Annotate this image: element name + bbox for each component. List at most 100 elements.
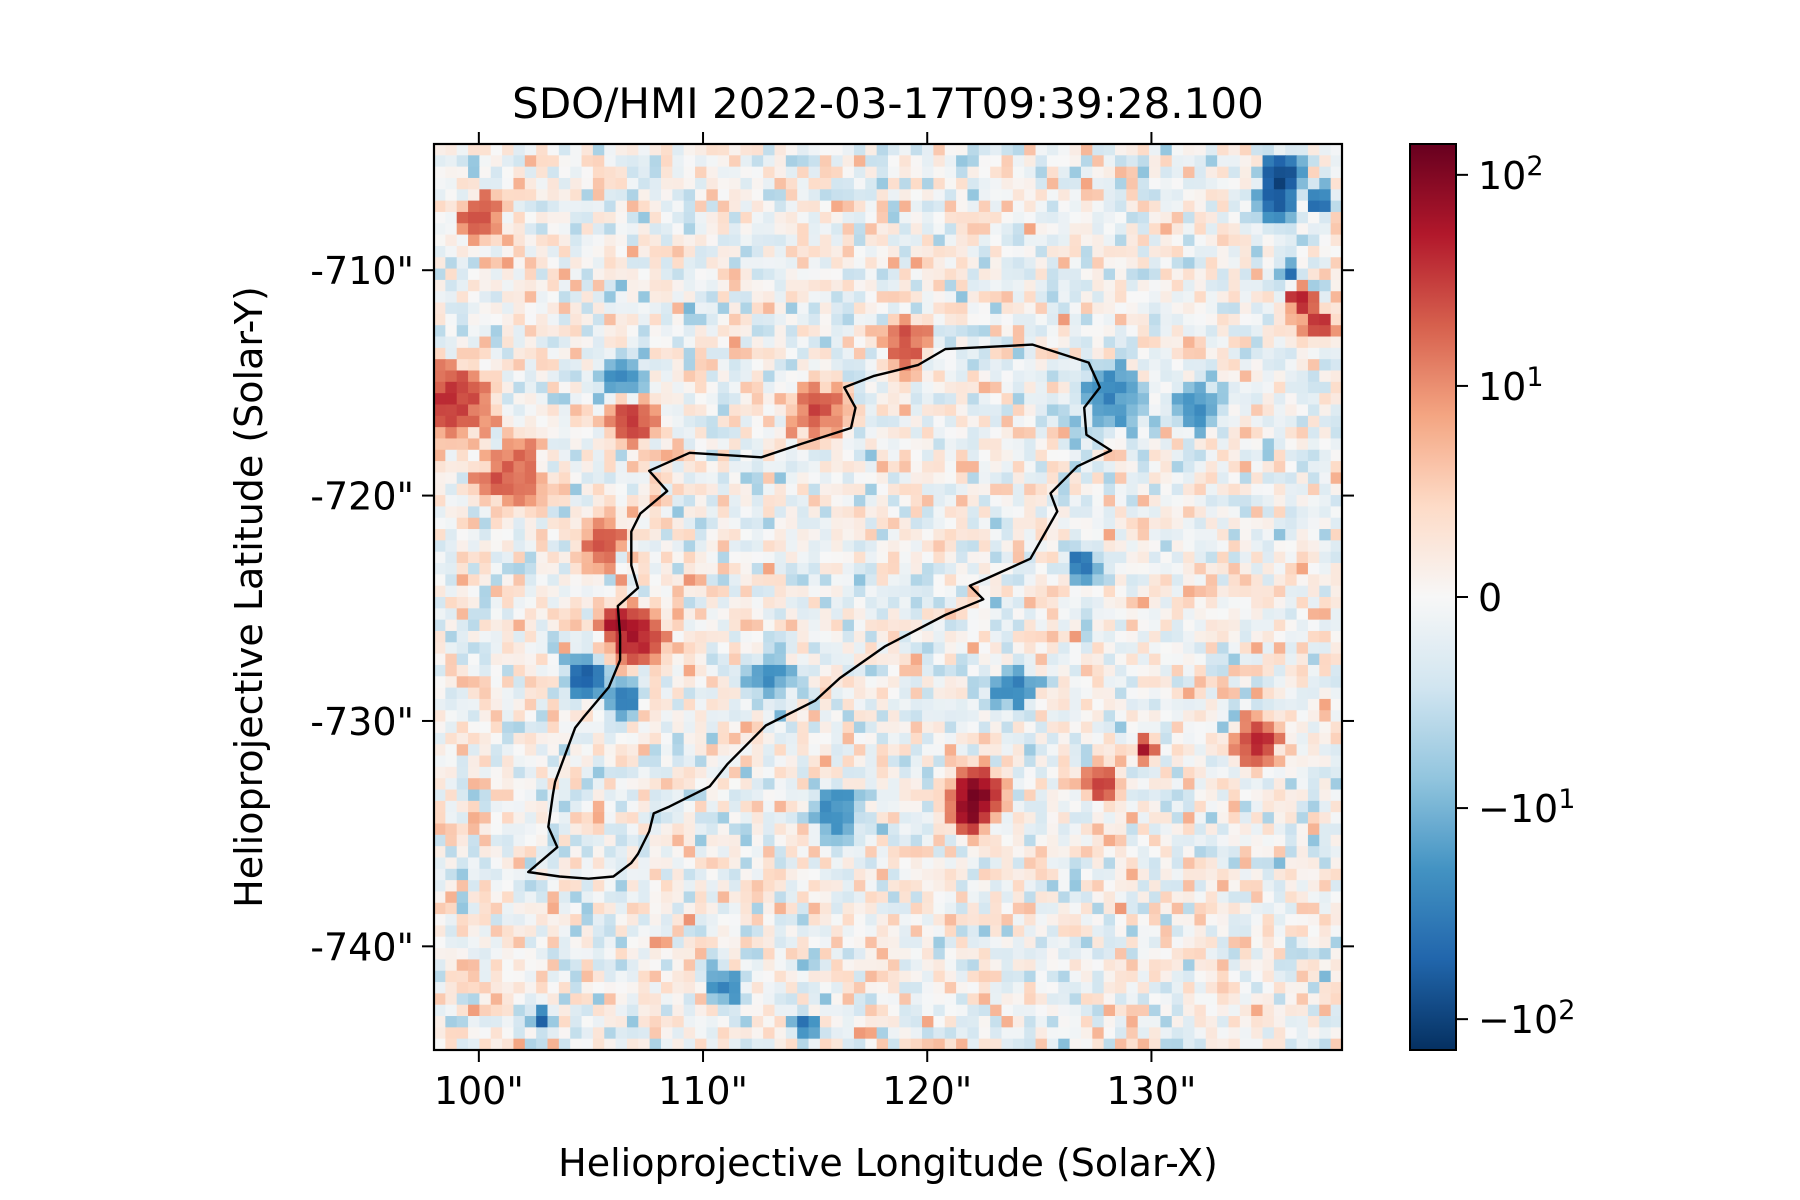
heatmap-cell bbox=[944, 687, 957, 700]
heatmap-cell bbox=[1080, 234, 1093, 247]
heatmap-cell bbox=[1273, 608, 1286, 621]
heatmap-cell bbox=[1046, 687, 1059, 700]
heatmap-cell bbox=[604, 268, 617, 281]
heatmap-cell bbox=[672, 393, 685, 406]
heatmap-cell bbox=[729, 313, 742, 326]
heatmap-cell bbox=[570, 517, 583, 530]
heatmap-cell bbox=[490, 200, 503, 213]
heatmap-cell bbox=[1307, 449, 1320, 462]
heatmap-cell bbox=[1273, 189, 1286, 202]
heatmap-cell bbox=[558, 698, 571, 711]
heatmap-cell bbox=[1149, 325, 1161, 338]
heatmap-cell bbox=[819, 721, 832, 734]
heatmap-cell bbox=[570, 166, 583, 179]
heatmap-cell bbox=[1228, 404, 1241, 417]
heatmap-cell bbox=[763, 540, 776, 553]
heatmap-cell bbox=[1228, 438, 1241, 451]
heatmap-cell bbox=[842, 789, 855, 802]
heatmap-cell bbox=[888, 608, 900, 621]
heatmap-cell bbox=[1183, 574, 1196, 587]
heatmap-cell bbox=[661, 200, 673, 213]
heatmap-cell bbox=[1080, 642, 1093, 655]
heatmap-cell bbox=[1228, 698, 1241, 711]
heatmap-cell bbox=[570, 144, 583, 156]
heatmap-cell bbox=[445, 834, 458, 847]
heatmap-cell bbox=[967, 313, 980, 326]
heatmap-cell bbox=[842, 144, 855, 156]
heatmap-cell bbox=[876, 676, 889, 689]
heatmap-cell bbox=[910, 325, 923, 338]
heatmap-cell bbox=[468, 313, 480, 326]
heatmap-cell bbox=[1092, 325, 1105, 338]
heatmap-cell bbox=[785, 551, 798, 564]
heatmap-cell bbox=[1183, 393, 1196, 406]
heatmap-cell bbox=[751, 619, 764, 632]
heatmap-cell bbox=[967, 710, 980, 723]
heatmap-cell bbox=[842, 257, 855, 270]
heatmap-cell bbox=[513, 393, 526, 406]
heatmap-cell bbox=[468, 744, 480, 757]
heatmap-cell bbox=[740, 800, 753, 813]
heatmap-cell bbox=[592, 653, 605, 666]
heatmap-cell bbox=[490, 778, 503, 791]
heatmap-cell bbox=[604, 370, 617, 383]
heatmap-cell bbox=[1080, 585, 1093, 598]
heatmap-cell bbox=[956, 189, 969, 202]
heatmap-cell bbox=[695, 472, 707, 485]
heatmap-cell bbox=[922, 597, 934, 609]
heatmap-cell bbox=[649, 268, 662, 281]
heatmap-cell bbox=[888, 653, 900, 666]
heatmap-cell bbox=[1296, 766, 1309, 779]
heatmap-cell bbox=[1137, 506, 1150, 519]
heatmap-cell bbox=[581, 483, 594, 496]
heatmap-cell bbox=[1262, 766, 1275, 779]
heatmap-cell bbox=[808, 336, 821, 349]
heatmap-cell bbox=[547, 778, 560, 791]
heatmap-cell bbox=[1171, 257, 1184, 270]
heatmap-cell bbox=[933, 698, 946, 711]
heatmap-cell bbox=[434, 257, 446, 270]
heatmap-cell bbox=[570, 245, 583, 258]
heatmap-cell bbox=[1183, 721, 1196, 734]
heatmap-cell bbox=[1103, 268, 1116, 281]
heatmap-cell bbox=[445, 642, 458, 655]
heatmap-cell bbox=[1307, 778, 1320, 791]
heatmap-cell bbox=[661, 495, 673, 507]
heatmap-cell bbox=[1080, 710, 1093, 723]
heatmap-cell bbox=[1228, 359, 1241, 372]
heatmap-cell bbox=[638, 472, 651, 485]
heatmap-cell bbox=[763, 800, 776, 813]
heatmap-cell bbox=[876, 370, 889, 383]
heatmap-cell bbox=[592, 268, 605, 281]
heatmap-cell bbox=[1217, 313, 1230, 326]
heatmap-cell bbox=[502, 438, 515, 451]
heatmap-cell bbox=[626, 812, 639, 825]
heatmap-cell bbox=[661, 732, 673, 745]
heatmap-cell bbox=[661, 381, 673, 394]
heatmap-cell bbox=[1012, 529, 1025, 541]
heatmap-cell bbox=[1058, 619, 1071, 632]
heatmap-cell bbox=[513, 517, 526, 530]
heatmap-cell bbox=[672, 211, 685, 224]
heatmap-cell bbox=[592, 359, 605, 372]
heatmap-cell bbox=[933, 291, 946, 304]
heatmap-cell bbox=[434, 336, 446, 349]
heatmap-cell bbox=[888, 302, 900, 315]
heatmap-cell bbox=[1080, 268, 1093, 281]
heatmap-cell bbox=[468, 529, 480, 541]
heatmap-cell bbox=[695, 370, 707, 383]
heatmap-cell bbox=[819, 732, 832, 745]
heatmap-cell bbox=[604, 642, 617, 655]
heatmap-cell bbox=[1228, 585, 1241, 598]
heatmap-cell bbox=[524, 415, 537, 428]
heatmap-cell bbox=[1285, 834, 1298, 847]
heatmap-cell bbox=[1183, 732, 1196, 745]
heatmap-cell bbox=[1080, 189, 1093, 202]
heatmap-cell bbox=[1217, 653, 1230, 666]
heatmap-cell bbox=[615, 347, 628, 360]
heatmap-cell bbox=[944, 336, 957, 349]
heatmap-cell bbox=[513, 642, 526, 655]
heatmap-cell bbox=[615, 393, 628, 406]
heatmap-cell bbox=[967, 563, 980, 575]
heatmap-cell bbox=[479, 325, 492, 338]
